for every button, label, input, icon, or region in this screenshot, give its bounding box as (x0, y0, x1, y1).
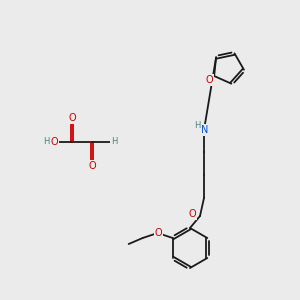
Text: H: H (111, 137, 117, 146)
Text: O: O (50, 137, 58, 147)
Text: N: N (201, 125, 209, 135)
Text: H: H (43, 136, 49, 146)
Text: O: O (155, 228, 163, 238)
Text: O: O (68, 113, 76, 123)
Text: O: O (88, 161, 96, 171)
Text: H: H (194, 122, 200, 130)
Text: O: O (205, 75, 213, 85)
Text: O: O (188, 209, 196, 219)
